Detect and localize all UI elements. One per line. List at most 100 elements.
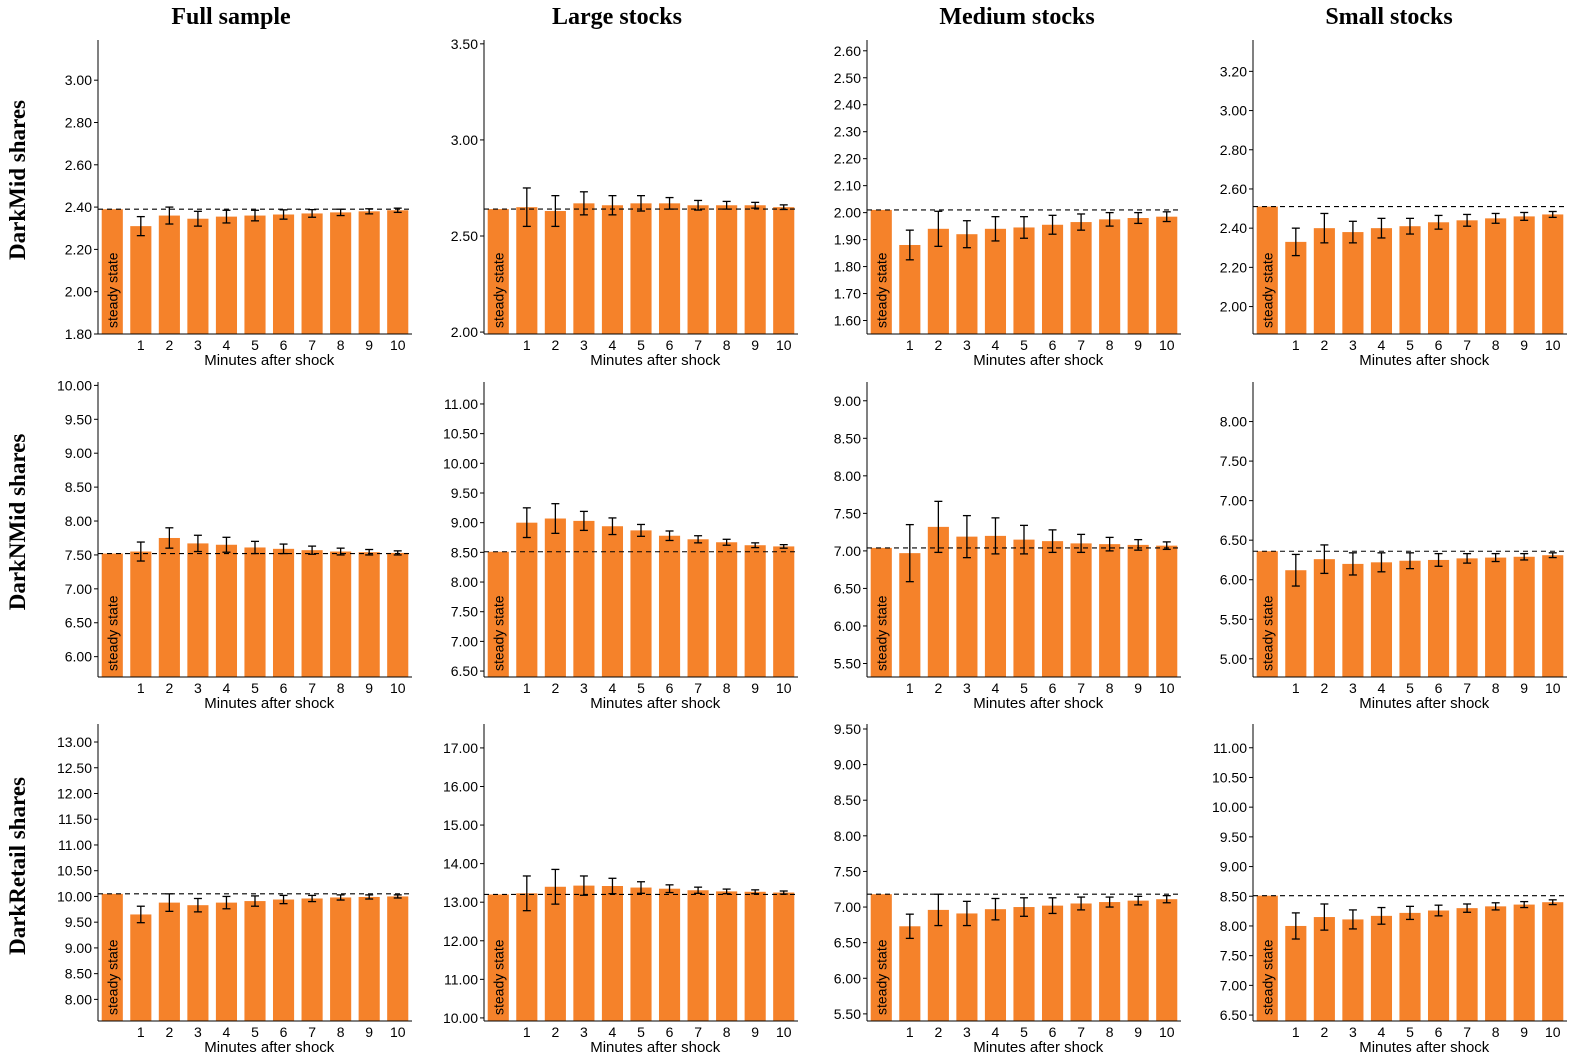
bar-minute-3 xyxy=(573,520,595,677)
x-tick-label-9: 9 xyxy=(751,680,759,696)
bar-minute-1 xyxy=(516,207,538,334)
bar-minute-3 xyxy=(956,536,978,677)
x-tick-label-4: 4 xyxy=(992,337,1000,353)
panel-1-2: steady state 1 2 3 4 5 6 7 8 9 10 2.00 2.50 3.00 3.50 M… xyxy=(451,36,798,369)
y-tick-label: 8.50 xyxy=(65,479,92,495)
bar-minute-6 xyxy=(658,535,681,677)
x-axis-label: Minutes after shock xyxy=(590,352,721,369)
x-tick-label-9: 9 xyxy=(1134,337,1142,353)
y-tick-label: 11.00 xyxy=(1213,740,1247,756)
x-tick-label-10: 10 xyxy=(1159,1024,1175,1040)
bar-minute-2 xyxy=(1313,559,1335,677)
x-axis-label: Minutes after shock xyxy=(204,352,335,369)
y-tick-label: 16.00 xyxy=(443,778,478,794)
column-title-small-stocks: Small stocks xyxy=(1325,4,1452,30)
y-tick-label: 9.50 xyxy=(65,411,92,427)
x-tick-label-7: 7 xyxy=(308,337,316,353)
x-tick-label-9: 9 xyxy=(365,1024,373,1040)
steady-state-label: steady state xyxy=(873,252,889,328)
bar-minute-1 xyxy=(130,914,152,1021)
x-tick-label-5: 5 xyxy=(1406,1024,1414,1040)
x-tick-label-3: 3 xyxy=(194,680,202,696)
y-tick-label: 10.00 xyxy=(1212,799,1247,815)
y-tick-label: 10.50 xyxy=(443,426,478,442)
y-tick-label: 9.50 xyxy=(65,914,92,930)
bar-minute-10 xyxy=(1156,545,1178,677)
x-tick-label-2: 2 xyxy=(1320,680,1328,696)
x-tick-label-7: 7 xyxy=(1463,337,1471,353)
steady-state-bar xyxy=(1256,895,1278,1021)
bar-minute-4 xyxy=(1370,915,1393,1021)
bar-minute-9 xyxy=(1513,904,1535,1021)
y-tick-label: 9.00 xyxy=(1220,859,1247,875)
y-tick-label: 6.50 xyxy=(1220,532,1247,548)
y-tick-label: 1.90 xyxy=(834,232,861,248)
x-tick-label-8: 8 xyxy=(337,680,345,696)
y-tick-label: 9.50 xyxy=(834,721,861,737)
x-tick-label-5: 5 xyxy=(1020,1024,1028,1040)
y-tick-label: 8.50 xyxy=(451,544,478,560)
bar-minute-1 xyxy=(899,553,921,677)
x-tick-label-4: 4 xyxy=(609,1024,617,1040)
bar-minute-5 xyxy=(1013,539,1035,677)
x-tick-label-8: 8 xyxy=(1106,1024,1114,1040)
x-tick-label-10: 10 xyxy=(1545,1024,1561,1040)
bar-minute-5 xyxy=(1399,912,1421,1021)
steady-state-bar xyxy=(870,547,892,677)
steady-state-bar xyxy=(870,894,892,1021)
panel-1-4: steady state 1 2 3 4 5 6 7 8 9 10 2.00 2.20 2.40 2.60 2… xyxy=(1220,40,1567,369)
y-tick-label: 15.00 xyxy=(443,817,478,833)
x-tick-label-7: 7 xyxy=(1463,1024,1471,1040)
bar-minute-1 xyxy=(899,926,921,1021)
bar-minute-6 xyxy=(1041,541,1064,677)
steady-state-bar xyxy=(487,894,509,1021)
steady-state-bar xyxy=(101,553,123,677)
y-tick-label: 12.50 xyxy=(57,760,92,776)
bar-minute-7 xyxy=(301,550,323,677)
x-tick-label-6: 6 xyxy=(280,1024,288,1040)
x-tick-label-4: 4 xyxy=(609,680,617,696)
x-tick-label-7: 7 xyxy=(308,1024,316,1040)
bar-minute-9 xyxy=(358,211,380,334)
bar-minute-10 xyxy=(1542,902,1564,1021)
bar-minute-8 xyxy=(1099,219,1121,334)
y-tick-label: 5.50 xyxy=(1220,611,1247,627)
x-tick-label-2: 2 xyxy=(165,337,173,353)
y-tick-label: 2.00 xyxy=(1220,299,1247,315)
bar-minute-3 xyxy=(187,543,209,677)
x-tick-label-3: 3 xyxy=(580,680,588,696)
column-title-medium-stocks: Medium stocks xyxy=(939,4,1094,30)
y-tick-label: 13.00 xyxy=(57,734,92,750)
steady-state-label: steady state xyxy=(104,595,120,671)
bar-minute-4 xyxy=(215,544,238,677)
bar-minute-4 xyxy=(1370,562,1393,677)
bar-minute-10 xyxy=(387,552,409,677)
steady-state-bar xyxy=(1256,206,1278,334)
bar-minute-8 xyxy=(1485,557,1507,677)
bar-minute-2 xyxy=(927,228,949,334)
x-tick-label-2: 2 xyxy=(551,337,559,353)
x-axis-label: Minutes after shock xyxy=(1359,1039,1490,1056)
bar-minute-5 xyxy=(1399,560,1421,677)
x-tick-label-6: 6 xyxy=(666,680,674,696)
column-title-large-stocks: Large stocks xyxy=(552,4,682,30)
bar-minute-1 xyxy=(1285,925,1307,1021)
column-title-full-sample: Full sample xyxy=(171,4,291,30)
x-tick-label-9: 9 xyxy=(1134,680,1142,696)
y-tick-label: 1.60 xyxy=(834,313,861,329)
y-tick-label: 11.00 xyxy=(444,971,478,987)
bar-minute-6 xyxy=(272,214,295,334)
bar-minute-1 xyxy=(130,226,152,334)
x-tick-label-7: 7 xyxy=(1077,337,1085,353)
y-tick-label: 6.50 xyxy=(451,663,478,679)
x-tick-label-1: 1 xyxy=(523,1024,531,1040)
bar-minute-8 xyxy=(330,551,352,677)
y-tick-label: 8.50 xyxy=(65,966,92,982)
bar-minute-9 xyxy=(358,552,380,677)
x-tick-label-2: 2 xyxy=(934,337,942,353)
y-tick-label: 7.50 xyxy=(451,604,478,620)
y-tick-label: 3.00 xyxy=(451,132,478,148)
x-tick-label-8: 8 xyxy=(1492,1024,1500,1040)
bar-minute-2 xyxy=(927,909,949,1021)
